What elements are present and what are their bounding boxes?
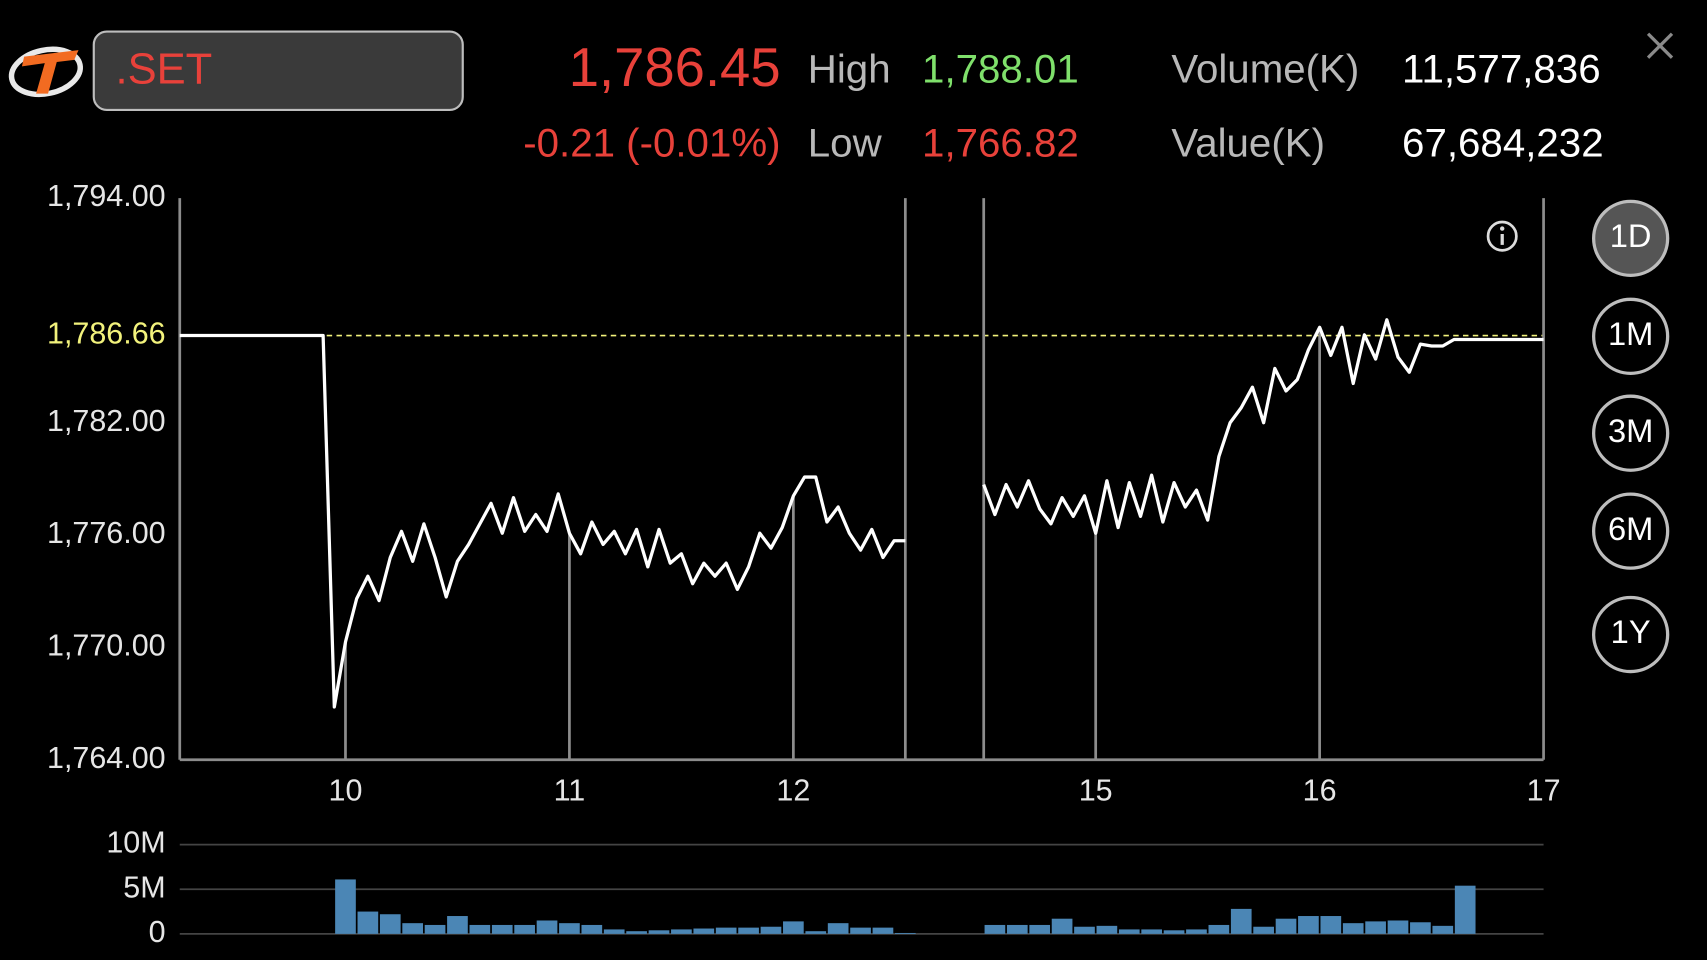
volume-label: Volume(K) [1171,46,1359,91]
volume-bar [1141,929,1163,934]
x-tick-label: 11 [554,773,586,807]
x-tick-label: 17 [1527,773,1561,807]
volume-bar [1029,924,1051,934]
volume-bar [738,927,759,934]
volume-bar [379,914,401,934]
volume-bar [559,923,580,934]
period-label: 1D [1610,217,1652,254]
x-tick-label: 15 [1079,773,1113,807]
low-value: 1,766.82 [922,120,1079,165]
volume-bar [1051,918,1073,934]
period-label: 6M [1608,510,1653,547]
volume-value: 11,577,836 [1402,46,1601,91]
period-button[interactable]: 1D [1592,199,1670,278]
volume-bar [1230,908,1252,934]
close-button[interactable] [1646,32,1674,59]
volume-bar [603,929,625,934]
high-label: High [808,46,891,91]
volume-bar [581,924,603,934]
volume-bar [1006,924,1028,934]
low-label: Low [808,120,883,165]
logo [8,46,83,98]
reference-label: 1,786.66 [47,317,166,351]
period-button[interactable]: 1Y [1592,595,1670,674]
volume-bar [984,924,1006,934]
y-tick-label: 10M [106,826,165,860]
volume-bar [335,879,356,934]
volume-bar [1186,929,1207,934]
period-circle [1592,199,1670,278]
period-circle [1592,394,1670,472]
volume-bar [491,924,513,934]
volume-bar [671,929,692,934]
period-label: 1Y [1611,613,1651,650]
period-button[interactable]: 6M [1592,492,1670,570]
volume-bar [1096,925,1118,934]
volume-bar [626,931,647,934]
info-button[interactable] [1486,220,1518,252]
y-tick-label: 1,782.00 [47,404,166,438]
volume-bar [536,920,558,934]
y-tick-label: 1,776.00 [47,516,166,550]
period-label: 3M [1608,412,1653,449]
y-tick-label: 1,770.00 [47,628,166,662]
y-tick-label: 1,764.00 [47,741,166,775]
y-tick-label: 0 [149,915,166,949]
volume-bar [872,927,894,934]
volume-bar [1320,916,1342,934]
volume-bar [783,921,804,934]
volume-bar [1074,926,1095,934]
volume-bar [850,927,871,934]
volume-bar [424,924,446,934]
volume-bar [693,928,715,934]
value-value: 67,684,232 [1402,120,1604,165]
volume-bar [648,930,670,934]
last-price: 1,786.45 [569,37,781,98]
volume-bar [1298,916,1319,934]
value-label: Value(K) [1171,120,1325,165]
high-value: 1,788.01 [922,46,1079,91]
volume-bar [1253,926,1274,934]
volume-bar [1118,929,1140,934]
volume-bar [1410,922,1431,934]
volume-bar [715,927,737,934]
volume-bar [894,932,916,934]
volume-bar [805,931,827,934]
volume-bar [1365,921,1386,934]
volume-bar [469,924,491,934]
period-button[interactable]: 3M [1592,394,1670,472]
symbol: .SET [116,45,213,93]
x-tick-label: 16 [1303,773,1337,807]
volume-bar [1454,885,1476,934]
volume-bar [357,911,379,934]
x-tick-label: 12 [776,773,810,807]
volume-bar [827,923,849,934]
x-tick-label: 10 [329,773,363,807]
volume-bar [1275,918,1297,934]
change: -0.21 (-0.01%) [523,120,780,165]
symbol-box[interactable] [92,30,464,112]
volume-bar [447,916,468,934]
volume-bar [1342,923,1364,934]
y-tick-label: 5M [123,870,165,904]
volume-bar [514,924,535,934]
volume-bar [1163,930,1185,934]
period-circle [1592,492,1670,570]
volume-bar [760,926,782,934]
y-tick-label: 1,794.00 [47,179,166,213]
period-circle [1592,595,1670,674]
volume-bar [1432,925,1454,934]
price-line [179,318,1544,709]
period-button[interactable]: 1M [1592,297,1670,375]
volume-bar [1208,924,1230,934]
period-circle [1592,297,1670,375]
volume-bar [402,923,424,934]
volume-bar [1387,920,1409,934]
period-label: 1M [1608,315,1653,352]
